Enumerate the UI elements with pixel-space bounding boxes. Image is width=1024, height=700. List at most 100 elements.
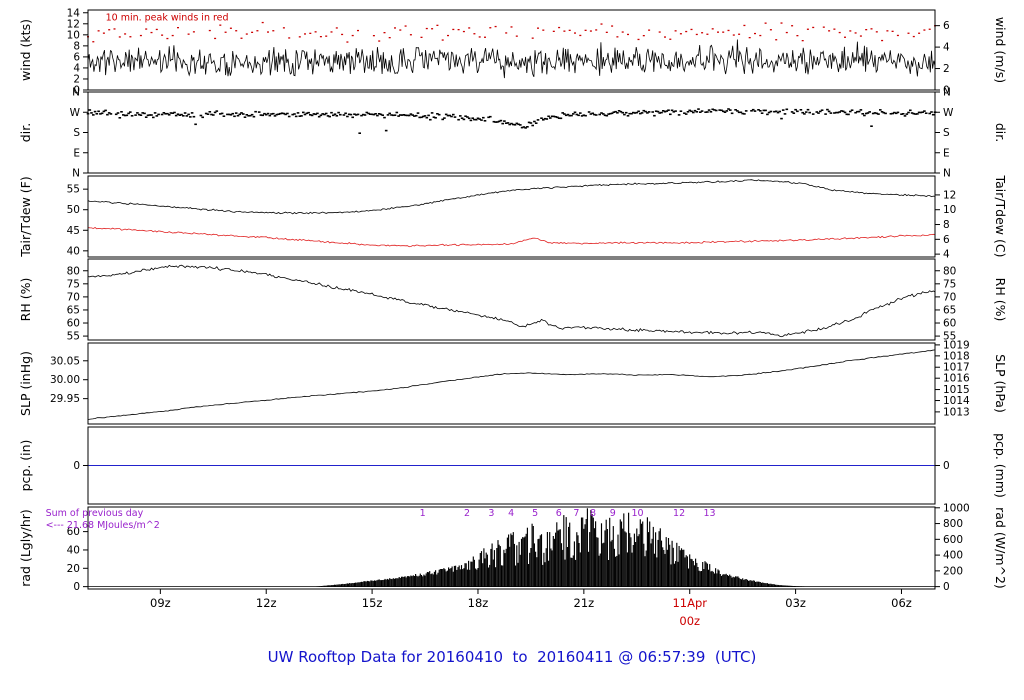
svg-text:0: 0 [73,460,80,472]
x-tick-label2: 00z [679,614,700,628]
svg-text:200: 200 [943,565,963,577]
panel-border-rh [87,258,936,341]
svg-text:75: 75 [943,278,956,290]
svg-text:0: 0 [73,85,80,97]
svg-text:N: N [72,168,80,180]
svg-text:40: 40 [67,245,80,257]
series-wind_peak_10min [87,21,936,43]
series-wind_dir [86,108,937,134]
y-ticks-right-pcp: 0 [935,460,950,472]
svg-text:600: 600 [943,534,963,546]
ylabel-left-temp: Tair/Tdew (F) [18,176,33,257]
ylabel-right-rad: rad (W/m^2) [993,507,1008,589]
svg-text:N: N [943,168,951,180]
series-rh [87,264,936,338]
y-ticks-right-rad: 0 200 400 600 800 1000 [935,502,970,593]
series-solar_rad [88,508,935,587]
svg-text:10: 10 [943,204,956,216]
ylabel-left-wind: wind (kts) [18,19,33,81]
y-ticks-left-temp: 40 45 50 55 [67,184,88,257]
svg-text:1016: 1016 [943,373,970,385]
chart-title: UW Rooftop Data for 20160410 to 20160411… [267,648,757,666]
x-tick-label: 21z [574,596,595,610]
ylabel-right-wind: wind (m/s) [993,17,1008,83]
svg-text:75: 75 [67,278,80,290]
svg-text:400: 400 [943,550,963,562]
svg-text:4: 4 [943,42,950,54]
svg-text:45: 45 [67,225,80,237]
svg-text:N: N [943,87,951,99]
ylabel-right-temp: Tair/Tdew (C) [993,175,1008,258]
panel-pcp: 0 0 pcp. (in) pcp. (mm) [18,426,1008,505]
svg-text:1000: 1000 [943,502,970,514]
svg-text:60: 60 [67,526,80,538]
svg-text:800: 800 [943,518,963,530]
svg-text:1018: 1018 [943,350,970,362]
svg-text:S: S [943,127,950,139]
panel-temp: 40 45 50 55 4 6 8 10 12 Tair/Tdew (F) Tair/Tdew (C… [18,175,1008,261]
panel-slp: 29.95 30.00 30.05 1013101410151016101710181… [18,339,1008,425]
svg-text:1014: 1014 [943,395,970,407]
svg-text:12: 12 [67,18,80,30]
svg-text:20: 20 [67,563,80,575]
x-tick-label: 11Apr [672,596,707,610]
svg-text:1013: 1013 [943,406,970,418]
svg-text:70: 70 [943,291,956,303]
svg-text:12: 12 [943,189,956,201]
svg-text:8: 8 [590,508,596,519]
svg-text:65: 65 [67,304,80,316]
y-ticks-left-slp: 29.95 30.00 30.05 [50,355,88,405]
svg-text:4: 4 [508,508,514,519]
panel-border-slp [87,342,936,425]
panel-border-temp [87,175,936,258]
svg-text:30.00: 30.00 [50,374,80,386]
ylabel-left-rad: rad (Lgly/hr) [18,509,33,587]
svg-text:4: 4 [73,62,80,74]
svg-text:30.05: 30.05 [50,355,80,367]
svg-text:8: 8 [73,40,80,52]
svg-text:6: 6 [73,51,80,63]
svg-text:50: 50 [67,204,80,216]
svg-text:80: 80 [943,265,956,277]
svg-text:10: 10 [631,508,643,519]
series-wind_avg [87,39,936,79]
svg-text:E: E [943,147,950,159]
svg-text:40: 40 [67,544,80,556]
svg-text:60: 60 [943,318,956,330]
series-tdew [87,227,936,248]
svg-text:1015: 1015 [943,384,970,396]
ylabel-right-dir: dir. [993,123,1008,142]
ylabel-left-pcp: pcp. (in) [18,440,33,492]
svg-text:6: 6 [943,20,950,32]
ylabel-left-dir: dir. [18,123,33,142]
x-tick-label: 18z [468,596,489,610]
panel-border-wind [87,9,936,91]
svg-text:S: S [73,127,80,139]
svg-text:80: 80 [67,265,80,277]
svg-text:W: W [943,107,954,119]
ylabel-right-slp: SLP (hPa) [993,354,1008,413]
svg-text:6: 6 [556,508,562,519]
x-tick-label: 06z [891,596,912,610]
svg-text:2: 2 [73,73,80,85]
svg-text:5: 5 [532,508,538,519]
panel-border-dir [87,91,936,174]
svg-text:7: 7 [573,508,579,519]
svg-text:14: 14 [67,7,81,19]
svg-text:60: 60 [67,318,80,330]
panel-border-rad [87,506,936,590]
annotation-rad-1: <--- 21.68 MJoules/m^2 [46,520,160,531]
y-ticks-right-wind: 0 2 4 6 [935,20,950,97]
svg-text:0: 0 [73,581,80,593]
ylabel-right-rh: RH (%) [993,278,1008,322]
